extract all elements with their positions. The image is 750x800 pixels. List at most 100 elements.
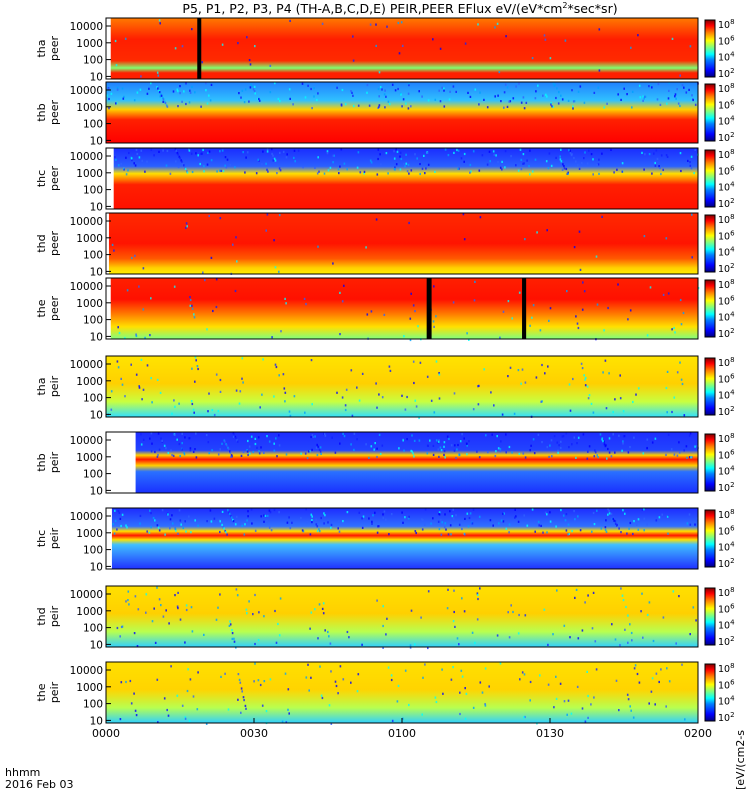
- chart-title: P5, P1, P2, P3, P4 (TH-A,B,C,D,E) PEIR,P…: [182, 1, 617, 16]
- y-tick-label: 100: [83, 623, 103, 635]
- y-tick-label: 10: [90, 715, 103, 727]
- y-tick-label: 1000: [76, 233, 103, 245]
- panel-probe: thc: [35, 170, 48, 187]
- panel-ylabel: thcpeer: [35, 166, 61, 192]
- panel-ylabel: thapeer: [35, 36, 61, 62]
- spectrogram-image: [113, 148, 699, 209]
- data-gap: [197, 18, 202, 79]
- y-tick-label: 100: [83, 55, 103, 67]
- colorbar-tick-label: 106: [718, 98, 735, 111]
- colorbar-tick-label: 104: [718, 541, 735, 554]
- colorbar-tick-label: 102: [718, 557, 735, 570]
- colorbar-scale: [704, 663, 716, 722]
- colorbar-scale: [704, 509, 716, 568]
- x-tick-label: 0030: [240, 727, 268, 740]
- colorbar-tick-label: 106: [718, 294, 735, 307]
- y-tick-label: 1000: [76, 102, 103, 114]
- colorbar-tick-label: 106: [718, 229, 735, 242]
- y-tick-label: 10: [90, 135, 103, 147]
- colorbar-tick-label: 102: [718, 711, 735, 724]
- colorbar: 108 106 104 102: [704, 356, 735, 418]
- chart-title-sup: 2: [562, 1, 567, 10]
- time-axis: 0000 0030 0100 0130 0200: [92, 718, 712, 740]
- y-tick-label: 1000: [76, 168, 103, 180]
- panel-tha-peer: 10000 1000 100 10 thapeer 108 106 104 102: [35, 17, 735, 83]
- panel-frame: [105, 17, 699, 80]
- colorbar: 108 106 104 102: [704, 18, 735, 80]
- colorbar: 108 106 104 102: [704, 82, 735, 144]
- colorbar-tick-label: 104: [718, 115, 735, 128]
- y-tick-label: 100: [83, 699, 103, 711]
- y-tick-label: 10: [90, 331, 103, 343]
- colorbar-scale: [704, 149, 716, 208]
- spectrogram-image: [106, 356, 698, 417]
- y-tick-label: 10000: [70, 665, 103, 677]
- y-tick-label: 1000: [76, 606, 103, 618]
- panel-species: peir: [48, 451, 61, 473]
- y-tick-label: 10: [90, 409, 103, 421]
- panel-species: peer: [48, 36, 61, 62]
- panel-frame: [105, 81, 699, 144]
- time-axis-label: hhmm: [5, 766, 40, 779]
- panel-probe: thd: [35, 607, 48, 625]
- x-tick-label: 0000: [92, 727, 120, 740]
- panel-ylabel: thdpeer: [35, 231, 61, 257]
- noise-texture: [119, 662, 686, 725]
- colorbar-tick-label: 106: [718, 448, 735, 461]
- colorbar-tick-label: 102: [718, 131, 735, 144]
- noise-texture: [106, 82, 699, 110]
- panel-species: peer: [48, 100, 61, 126]
- colorbar-tick-label: 106: [718, 372, 735, 385]
- spectrogram-image: [110, 278, 698, 339]
- y-tick-label: 10000: [70, 589, 103, 601]
- colorbar-scale: [704, 214, 716, 273]
- y-tick-label: 10000: [70, 151, 103, 163]
- colorbar-scale: [704, 19, 716, 78]
- y-tick-label: 100: [83, 393, 103, 405]
- y-tick-label: 10: [90, 71, 103, 83]
- panel-species: peer: [48, 231, 61, 257]
- colorbar-tick-label: 102: [718, 197, 735, 210]
- colorbar-tick-label: 104: [718, 311, 735, 324]
- colorbar-tick-label: 102: [718, 262, 735, 275]
- panel-probe: thb: [35, 453, 48, 471]
- panel-ylabel: thepeir: [35, 681, 61, 703]
- colorbar-tick-label: 104: [718, 619, 735, 632]
- x-tick-label: 0100: [388, 727, 416, 740]
- panel-species: peir: [48, 527, 61, 549]
- noise-texture: [114, 148, 699, 176]
- colorbar-tick-label: 108: [718, 148, 735, 161]
- y-tick-label: 10000: [70, 435, 103, 447]
- panel-ylabel: thapeir: [35, 375, 61, 397]
- y-tick-label: 1000: [76, 528, 103, 540]
- colorbar-scale: [704, 587, 716, 646]
- colorbar-tick-label: 102: [718, 405, 735, 418]
- panel-ylabel: thepeer: [35, 296, 61, 322]
- panel-frame: [105, 431, 699, 494]
- colorbar-tick-label: 102: [718, 67, 735, 80]
- colorbar-tick-label: 106: [718, 34, 735, 47]
- panel-probe: thd: [35, 234, 48, 252]
- colorbar-tick-label: 104: [718, 246, 735, 259]
- panel-probe: tha: [35, 377, 48, 395]
- panel-species: peir: [48, 605, 61, 627]
- colorbar-tick-label: 104: [718, 389, 735, 402]
- colorbar-tick-label: 108: [718, 82, 735, 95]
- panel-the-peir: 10000 1000 100 10 thepeir 108 106 104 102: [35, 661, 735, 727]
- y-tick-label: 10: [90, 639, 103, 651]
- colorbar-scale: [704, 83, 716, 142]
- panel-ylabel: thcpeir: [35, 527, 61, 549]
- colorbar-tick-label: 108: [718, 356, 735, 369]
- y-tick-label: 1000: [76, 38, 103, 50]
- y-tick-label: 1000: [76, 682, 103, 694]
- y-tick-label: 10000: [70, 85, 103, 97]
- spectrogram-image: [106, 82, 698, 143]
- y-tick-label: 1000: [76, 298, 103, 310]
- panel-ylabel: thdpeir: [35, 605, 61, 627]
- y-tick-label: 100: [83, 315, 103, 327]
- colorbar: 108 106 104 102: [704, 662, 735, 724]
- panel-species: peir: [48, 375, 61, 397]
- data-gap: [522, 278, 527, 339]
- panel-species: peer: [48, 296, 61, 322]
- panel-probe: the: [35, 299, 48, 317]
